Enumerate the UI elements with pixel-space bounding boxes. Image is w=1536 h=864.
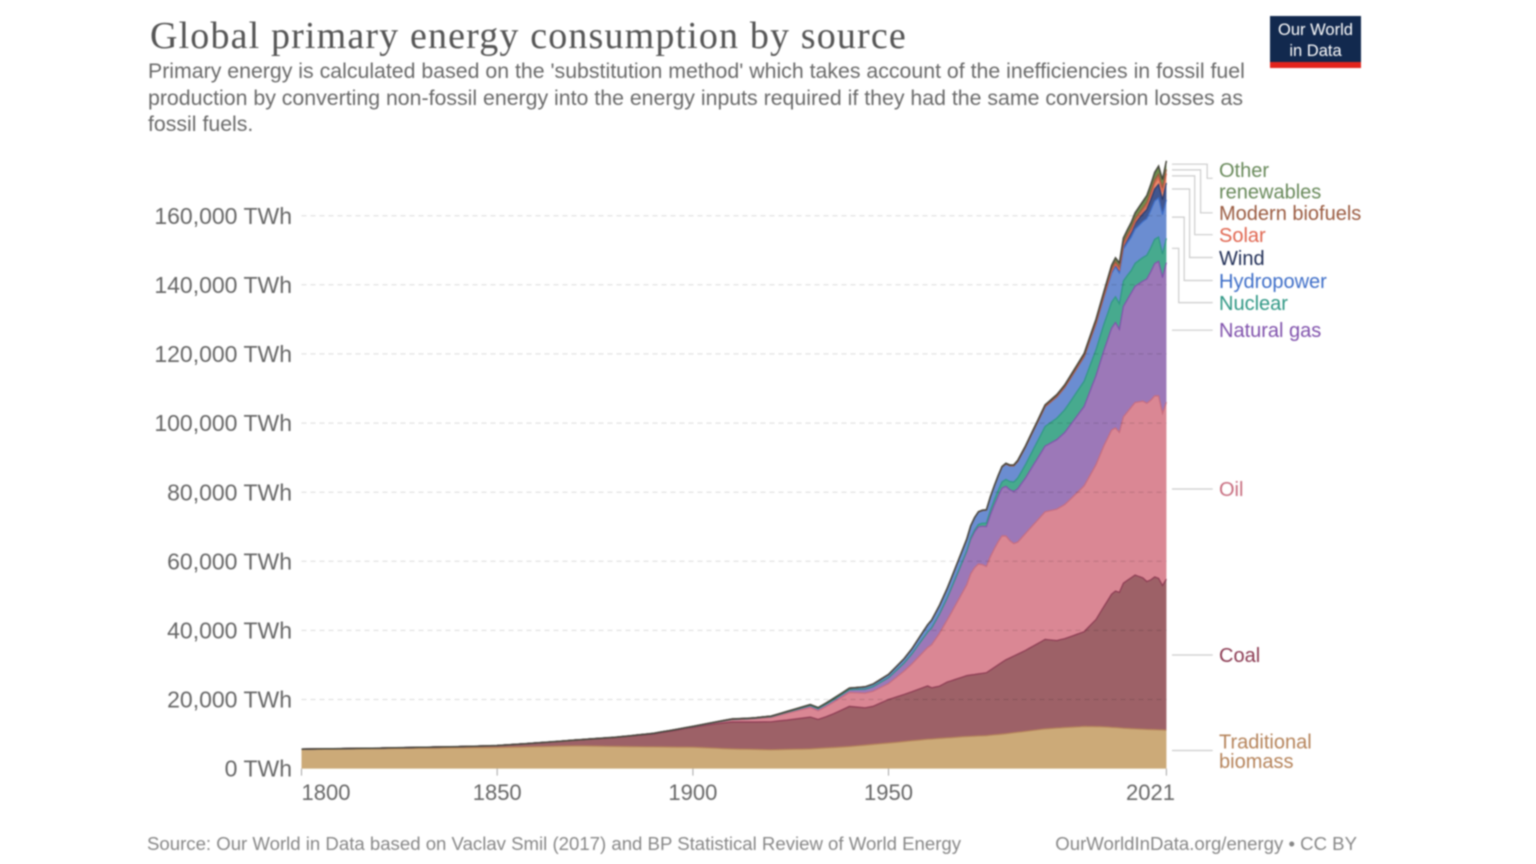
- svg-text:biomass: biomass: [1219, 751, 1293, 773]
- svg-text:20,000 TWh: 20,000 TWh: [167, 687, 292, 713]
- svg-text:1800: 1800: [302, 780, 351, 805]
- svg-text:Oil: Oil: [1219, 479, 1243, 501]
- svg-text:1950: 1950: [864, 780, 913, 805]
- svg-text:Nuclear: Nuclear: [1219, 293, 1288, 315]
- svg-text:60,000 TWh: 60,000 TWh: [167, 548, 292, 574]
- svg-text:Modern biofuels: Modern biofuels: [1219, 203, 1361, 225]
- svg-text:2021: 2021: [1126, 780, 1175, 805]
- svg-text:Other: Other: [1219, 160, 1269, 182]
- svg-text:Coal: Coal: [1219, 645, 1260, 667]
- svg-text:Solar: Solar: [1219, 225, 1266, 247]
- svg-text:Wind: Wind: [1219, 248, 1265, 270]
- svg-text:80,000 TWh: 80,000 TWh: [167, 479, 292, 505]
- svg-text:100,000 TWh: 100,000 TWh: [154, 410, 292, 436]
- svg-text:Hydropower: Hydropower: [1219, 271, 1327, 293]
- svg-text:Traditional: Traditional: [1219, 732, 1312, 754]
- svg-text:renewables: renewables: [1219, 182, 1321, 204]
- svg-text:1850: 1850: [473, 780, 522, 805]
- svg-text:40,000 TWh: 40,000 TWh: [167, 618, 292, 644]
- svg-text:1900: 1900: [668, 780, 717, 805]
- svg-text:120,000 TWh: 120,000 TWh: [154, 341, 292, 367]
- svg-text:0 TWh: 0 TWh: [225, 756, 292, 782]
- svg-text:140,000 TWh: 140,000 TWh: [154, 272, 292, 298]
- svg-text:Natural gas: Natural gas: [1219, 320, 1321, 342]
- svg-text:160,000 TWh: 160,000 TWh: [154, 203, 292, 229]
